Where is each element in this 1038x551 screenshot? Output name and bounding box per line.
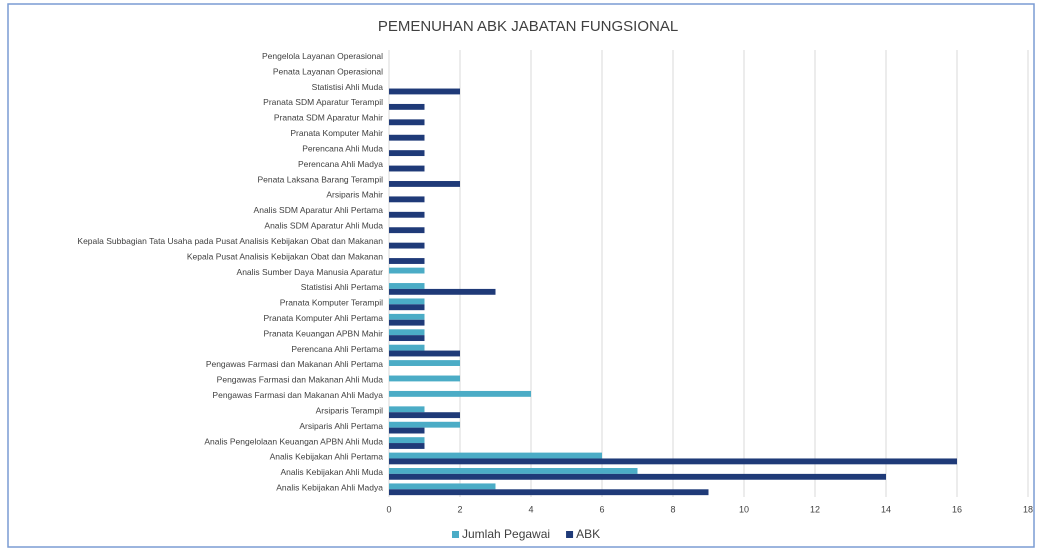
bar xyxy=(389,458,957,465)
bar xyxy=(389,406,425,413)
y-tick-label: Kepala Pusat Analisis Kebijakan Obat dan… xyxy=(187,251,383,261)
y-tick-label: Arsiparis Mahir xyxy=(326,190,383,200)
y-tick-label: Arsiparis Ahli Pertama xyxy=(299,421,383,431)
y-tick-label: Pranata SDM Aparatur Mahir xyxy=(274,113,383,123)
bar xyxy=(389,267,425,274)
y-tick-label: Perencana Ahli Madya xyxy=(298,159,383,169)
x-tick-label: 12 xyxy=(810,504,820,514)
bar xyxy=(389,468,638,474)
y-tick-label: Statistisi Ahli Muda xyxy=(312,82,384,92)
x-tick-label: 16 xyxy=(952,504,962,514)
bar xyxy=(389,150,425,157)
bar xyxy=(389,119,425,126)
y-tick-label: Analis Sumber Daya Manusia Aparatur xyxy=(237,267,384,277)
chart-frame xyxy=(7,3,1035,548)
chart-title: PEMENUHAN ABK JABATAN FUNGSIONAL xyxy=(378,18,678,35)
bar xyxy=(389,165,425,172)
bar xyxy=(389,360,460,366)
y-tick-label: Analis SDM Aparatur Ahli Muda xyxy=(264,221,383,231)
y-tick-label: Penata Layanan Operasional xyxy=(273,66,383,76)
bar xyxy=(389,211,425,218)
bar xyxy=(389,242,425,249)
bar xyxy=(389,88,460,95)
bar xyxy=(389,443,425,449)
y-tick-label: Pengawas Farmasi dan Makanan Ahli Pertam… xyxy=(206,359,383,369)
bar xyxy=(389,483,496,490)
y-tick-label: Pranata Komputer Terampil xyxy=(280,298,383,308)
y-tick-label: Analis Kebijakan Ahli Muda xyxy=(280,467,383,477)
y-tick-label: Pengawas Farmasi dan Makanan Ahli Muda xyxy=(217,375,384,385)
bar xyxy=(389,304,425,311)
bar xyxy=(389,196,425,203)
legend-label: ABK xyxy=(576,527,600,541)
bar xyxy=(389,412,460,419)
y-tick-label: Arsiparis Terampil xyxy=(316,405,384,415)
bar xyxy=(389,452,602,459)
y-tick-label: Pengelola Layanan Operasional xyxy=(262,51,383,61)
legend-swatch xyxy=(566,531,574,538)
bar xyxy=(389,288,496,295)
bar xyxy=(389,258,425,264)
y-tick-label: Analis Pengelolaan Keuangan APBN Ahli Mu… xyxy=(204,436,383,446)
y-tick-label: Pengawas Farmasi dan Makanan Ahli Madya xyxy=(212,390,383,400)
bar xyxy=(389,181,460,187)
bar xyxy=(389,489,709,496)
y-tick-label: Perencana Ahli Muda xyxy=(302,143,383,153)
x-tick-label: 8 xyxy=(670,504,675,514)
y-tick-label: Perencana Ahli Pertama xyxy=(291,344,383,354)
bar xyxy=(389,427,425,434)
bar xyxy=(389,227,425,234)
bar xyxy=(389,344,425,351)
y-tick-label: Pranata Komputer Mahir xyxy=(290,128,383,138)
x-tick-label: 0 xyxy=(386,504,391,514)
x-tick-label: 2 xyxy=(457,504,462,514)
bar xyxy=(389,350,460,357)
y-tick-label: Analis Kebijakan Ahli Pertama xyxy=(270,452,384,462)
y-tick-label: Pranata Keuangan APBN Mahir xyxy=(263,328,383,338)
bar xyxy=(389,390,531,397)
bar xyxy=(389,437,425,444)
bar xyxy=(389,335,425,342)
bar xyxy=(389,283,425,289)
y-tick-label: Analis Kebijakan Ahli Madya xyxy=(276,483,383,493)
bar xyxy=(389,421,460,428)
y-tick-label: Pranata SDM Aparatur Terampil xyxy=(263,97,383,107)
legend-swatch xyxy=(452,531,459,538)
bar xyxy=(389,375,460,382)
x-tick-label: 4 xyxy=(528,504,533,514)
bar xyxy=(389,319,425,326)
bar xyxy=(389,329,425,336)
x-tick-label: 14 xyxy=(881,504,891,514)
y-tick-label: Penata Laksana Barang Terampil xyxy=(257,174,383,184)
bar xyxy=(389,473,886,480)
bar xyxy=(389,313,425,320)
x-tick-label: 10 xyxy=(739,504,749,514)
x-tick-label: 6 xyxy=(599,504,604,514)
bar xyxy=(389,134,425,141)
y-tick-label: Kepala Subbagian Tata Usaha pada Pusat A… xyxy=(77,236,383,246)
bar xyxy=(389,103,425,110)
y-tick-label: Analis SDM Aparatur Ahli Pertama xyxy=(254,205,384,215)
bar xyxy=(389,298,425,305)
y-tick-label: Pranata Komputer Ahli Pertama xyxy=(263,313,383,323)
legend-label: Jumlah Pegawai xyxy=(462,527,550,541)
y-tick-label: Statistisi Ahli Pertama xyxy=(301,282,383,292)
x-tick-label: 18 xyxy=(1023,504,1033,514)
